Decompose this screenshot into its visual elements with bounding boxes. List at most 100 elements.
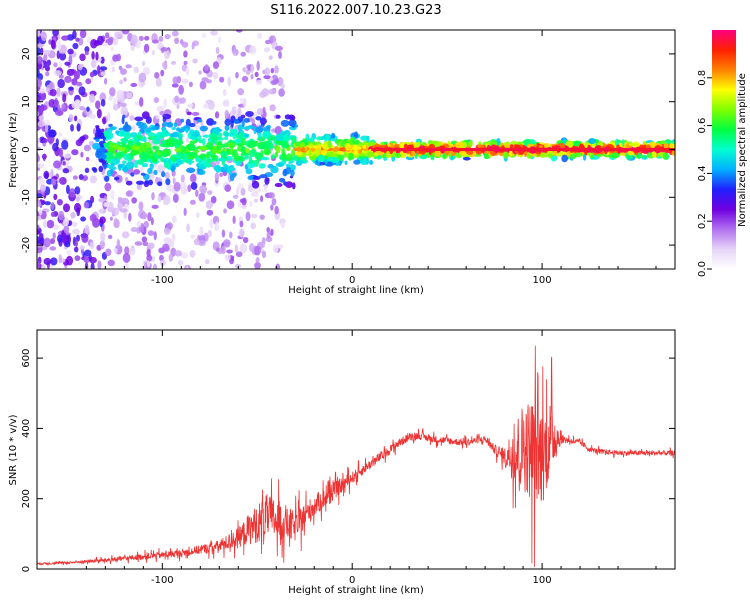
heatmap-cell-653 — [38, 177, 45, 187]
heatmap-cell-1327 — [247, 175, 256, 181]
heatmap-cell-2361 — [258, 163, 266, 169]
heatmap-cell-806 — [65, 255, 74, 266]
heatmap-cell-2616 — [635, 148, 639, 151]
heatmap-cell-2446 — [628, 142, 638, 147]
heatmap-cell-2605 — [610, 148, 614, 151]
heatmap-cell-866 — [89, 71, 95, 78]
heatmap-cell-2395 — [325, 151, 335, 158]
heatmap-cell-1850 — [110, 168, 114, 174]
heatmap-cell-324 — [255, 79, 263, 85]
heatmap-cell-2380 — [561, 154, 568, 163]
heatmap-cell-780 — [172, 215, 177, 224]
heatmap-cell-129 — [222, 239, 231, 248]
heatmap-cell-612 — [107, 111, 111, 122]
heatmap-cell-2409 — [414, 153, 418, 160]
heatmap-cell-672 — [69, 69, 77, 74]
heatmap-cell-331 — [263, 185, 268, 193]
heatmap-cell-2238 — [314, 149, 320, 156]
heatmap-cell-517 — [76, 123, 81, 132]
heatmap-cell-692 — [212, 71, 219, 80]
heatmap-cell-2451 — [466, 149, 474, 156]
heatmap-cell-365 — [185, 67, 190, 76]
heatmap-cell-631 — [207, 229, 213, 238]
heatmap-cell-249 — [56, 50, 60, 60]
heatmap-cell-790 — [81, 233, 89, 243]
heatmap-cell-1787 — [243, 117, 250, 123]
heatmap-cell-860 — [50, 211, 56, 217]
heatmap-cell-14 — [125, 64, 132, 69]
heatmap-cell-867 — [179, 97, 186, 104]
heatmap-cell-2416 — [235, 138, 241, 143]
heatmap-x-tick-label-1: 0 — [349, 275, 355, 286]
heatmap-cell-411 — [178, 84, 184, 95]
heatmap-cell-1144 — [450, 140, 458, 145]
heatmap-cell-371 — [226, 200, 235, 210]
heatmap-cell-2379 — [164, 130, 169, 135]
heatmap-cell-2480 — [275, 133, 284, 142]
heatmap-cell-2393 — [285, 163, 291, 168]
heatmap-cell-469 — [206, 209, 214, 216]
heatmap-cell-2075 — [174, 148, 182, 153]
heatmap-cell-2418 — [180, 118, 185, 123]
heatmap-cell-2500 — [371, 148, 374, 151]
heatmap-cell-1458 — [257, 131, 262, 140]
heatmap-cell-804 — [92, 167, 98, 173]
heatmap-cell-2260 — [255, 116, 262, 121]
heatmap-cell-687 — [185, 265, 189, 269]
heatmap-cell-776 — [40, 264, 46, 269]
heatmap-cell-2510 — [393, 148, 397, 151]
heatmap-cell-2538 — [457, 148, 461, 151]
heatmap-cell-2258 — [95, 125, 100, 129]
heatmap-cell-288 — [105, 248, 112, 257]
heatmap-cell-2130 — [169, 133, 177, 138]
heatmap-cell-2264 — [362, 145, 367, 150]
heatmap-cell-2489 — [162, 122, 170, 127]
heatmap-cell-609 — [224, 254, 231, 261]
heatmap-cell-175 — [49, 238, 56, 245]
heatmap-cell-187 — [269, 35, 274, 45]
heatmap-cell-808 — [63, 153, 72, 159]
heatmap-cell-1747 — [144, 180, 150, 184]
heatmap-cell-834 — [56, 234, 63, 243]
heatmap-cell-787 — [53, 160, 62, 169]
heatmap-cell-53 — [80, 151, 84, 158]
heatmap-cell-5 — [84, 46, 90, 53]
heatmap-cell-380 — [99, 208, 104, 214]
heatmap-cell-394 — [95, 100, 101, 110]
heatmap-cell-2382 — [127, 158, 132, 163]
heatmap-cell-70 — [180, 252, 189, 259]
heatmap-cell-2344 — [553, 149, 558, 157]
heatmap-cell-360 — [151, 204, 159, 209]
heatmap-cell-1073 — [108, 123, 113, 127]
heatmap-cell-471 — [116, 89, 125, 100]
heatmap-cell-544 — [97, 35, 104, 46]
heatmap-cell-2236 — [170, 165, 176, 173]
heatmap-cell-2414 — [212, 120, 217, 125]
snr-y-tick-label-2: 400 — [21, 419, 32, 438]
heatmap-cell-2105 — [263, 148, 272, 156]
heatmap-cell-1886 — [264, 177, 270, 185]
heatmap-cell-346 — [181, 41, 189, 48]
heatmap-cell-2503 — [378, 148, 381, 151]
heatmap-cell-690 — [274, 125, 282, 135]
heatmap-cell-641 — [63, 225, 70, 234]
heatmap-cell-606 — [250, 213, 258, 219]
heatmap-cell-2561 — [510, 148, 513, 151]
heatmap-cell-2545 — [473, 148, 477, 151]
heatmap-cell-2143 — [260, 156, 270, 161]
heatmap-cell-487 — [54, 109, 63, 116]
heatmap-cell-681 — [48, 129, 56, 138]
heatmap-cell-2183 — [171, 126, 176, 130]
heatmap-cell-2271 — [504, 143, 511, 149]
heatmap-cell-2473 — [588, 137, 597, 145]
heatmap-cell-2441 — [419, 154, 428, 160]
heatmap-cell-2608 — [617, 148, 621, 151]
heatmap-cell-2540 — [462, 148, 466, 151]
heatmap-cell-381 — [210, 30, 219, 36]
heatmap-cell-2069 — [348, 152, 354, 159]
heatmap-cell-1982 — [214, 165, 222, 173]
heatmap-y-tick-label-1: -10 — [21, 189, 32, 205]
heatmap-cell-754 — [38, 115, 45, 121]
heatmap-cell-664 — [73, 246, 79, 253]
